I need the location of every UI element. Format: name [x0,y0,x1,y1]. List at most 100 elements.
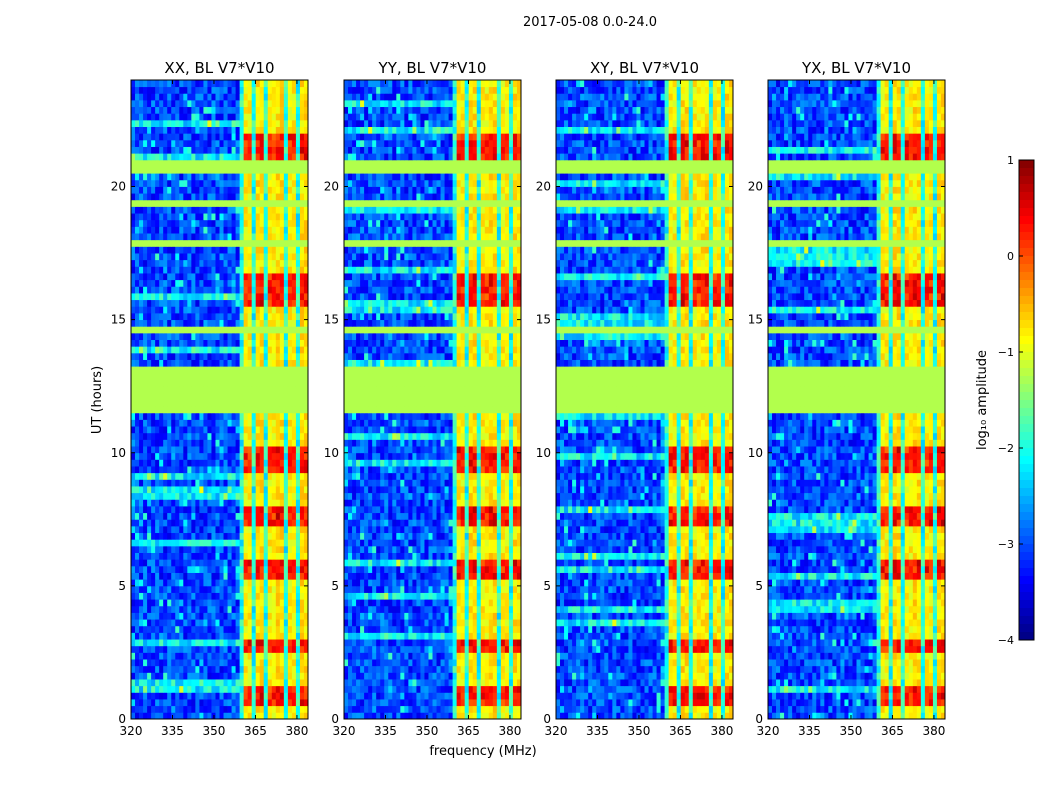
heatmap-cell [280,173,284,180]
heatmap-cell [215,80,219,87]
heatmap-cell [151,140,155,147]
heatmap-cell [268,626,272,633]
heatmap-cell [163,593,167,600]
heatmap-cell [191,686,195,693]
heatmap-cell [272,393,276,400]
heatmap-cell [276,360,280,367]
heatmap-cell [147,306,151,313]
heatmap-cell [179,213,183,220]
heatmap-cell [171,340,175,347]
heatmap-cell [151,613,155,620]
heatmap-cell [300,566,304,573]
heatmap-cell [151,526,155,533]
heatmap-cell [155,93,159,100]
heatmap-cell [300,426,304,433]
heatmap-cell [167,100,171,107]
heatmap-cell [220,679,224,686]
heatmap-cell [296,526,300,533]
heatmap-cell [163,326,167,333]
heatmap-cell [207,573,211,580]
heatmap-cell [276,439,280,446]
heatmap-cell [296,226,300,233]
heatmap-cell [207,266,211,273]
heatmap-cell [159,666,163,673]
heatmap-cell [348,659,352,666]
heatmap-cell [256,679,260,686]
heatmap-cell [248,413,252,420]
heatmap-cell [151,712,155,719]
heatmap-cell [248,233,252,240]
heatmap-cell [300,593,304,600]
heatmap-cell [260,486,264,493]
heatmap-cell [211,652,215,659]
heatmap-cell [163,413,167,420]
heatmap-cell [131,646,135,653]
heatmap-cell [481,686,485,693]
heatmap-cell [220,566,224,573]
heatmap-cell [348,699,352,706]
heatmap-cell [240,433,244,440]
heatmap-cell [163,666,167,673]
heatmap-cell [513,619,517,626]
heatmap-cell [252,233,256,240]
heatmap-cell [187,153,191,160]
heatmap-cell [272,253,276,260]
heatmap-cell [163,539,167,546]
heatmap-cell [215,652,219,659]
heatmap-cell [171,193,175,200]
heatmap-cell [175,513,179,520]
heatmap-cell [151,266,155,273]
heatmap-cell [167,573,171,580]
heatmap-cell [228,606,232,613]
heatmap-cell [268,619,272,626]
heatmap-cell [268,180,272,187]
heatmap-cell [187,439,191,446]
heatmap-cell [441,606,445,613]
heatmap-cell [268,652,272,659]
heatmap-cell [187,406,191,413]
heatmap-cell [284,566,288,573]
heatmap-cell [151,499,155,506]
heatmap-cell [228,93,232,100]
heatmap-cell [215,100,219,107]
heatmap-cell [248,686,252,693]
heatmap-cell [195,340,199,347]
heatmap-cell [163,260,167,267]
heatmap-cell [408,706,412,713]
heatmap-cell [175,613,179,620]
heatmap-cell [256,273,260,280]
heatmap-cell [288,160,292,167]
heatmap-cell [183,133,187,140]
heatmap-cell [203,413,207,420]
heatmap-cell [284,666,288,673]
heatmap-cell [272,180,276,187]
heatmap-cell [215,626,219,633]
heatmap-cell [187,712,191,719]
heatmap-cell [416,706,420,713]
heatmap-cell [171,280,175,287]
heatmap-cell [280,260,284,267]
heatmap-cell [135,433,139,440]
heatmap-cell [211,559,215,566]
heatmap-cell [224,293,228,300]
heatmap-cell [240,153,244,160]
heatmap-cell [163,167,167,174]
heatmap-cell [276,240,280,247]
heatmap-cell [284,127,288,134]
heatmap-cell [272,153,276,160]
heatmap-cell [268,87,272,94]
heatmap-cell [244,626,248,633]
heatmap-cell [139,413,143,420]
heatmap-cell [240,619,244,626]
heatmap-cell [159,220,163,227]
heatmap-cell [179,579,183,586]
heatmap-cell [256,606,260,613]
heatmap-cell [264,619,268,626]
heatmap-cell [268,226,272,233]
heatmap-cell [236,406,240,413]
heatmap-cell [276,406,280,413]
heatmap-cell [147,286,151,293]
heatmap-cell [167,632,171,639]
heatmap-cell [171,699,175,706]
heatmap-cell [264,187,268,194]
